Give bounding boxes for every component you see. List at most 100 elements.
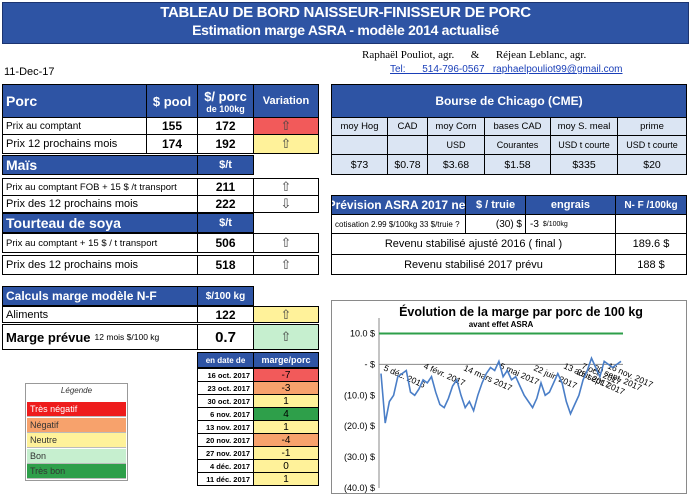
- chicago-col-value: $73: [331, 154, 388, 175]
- history-col-date: en date de: [197, 352, 254, 368]
- title-line1: TABLEAU DE BORD NAISSEUR-FINISSEUR DE PO…: [160, 4, 531, 21]
- soya-row-arrow-icon: ⇧: [253, 255, 319, 275]
- porc-col-pool: $ pool: [146, 84, 198, 118]
- mais-unit: $/t: [197, 155, 254, 175]
- history-row-date: 16 oct. 2017: [197, 368, 254, 382]
- chicago-col-unit: USD t courte: [617, 135, 687, 155]
- porc-row-porc: 192: [197, 134, 254, 154]
- soya-section-title: Tourteau de soya: [2, 213, 198, 233]
- cotisation-truie: (30) $: [465, 214, 526, 234]
- porc-row-variation-arrow-icon: ⇧: [253, 134, 319, 154]
- chicago-col-value: $20: [617, 154, 687, 175]
- report-date: 11-Dec-17: [4, 66, 55, 78]
- porc-col-porc-sub: de 100kg: [206, 103, 245, 114]
- history-row-value: 1: [253, 420, 319, 434]
- marge-unit: $/100 kg: [197, 286, 254, 306]
- mais-row-arrow-icon: ⇧: [253, 178, 319, 196]
- porc-col-porc: $/ porc de 100kg: [197, 84, 254, 118]
- history-row-value: -1: [253, 446, 319, 460]
- legend-item: Neutre: [27, 433, 126, 448]
- soya-row-label: Prix au comptant + 15 $ / t transport: [2, 233, 198, 253]
- prevision-col-engrais: engrais: [525, 195, 616, 215]
- aliments-value: 122: [197, 306, 254, 323]
- soya-row-value: 506: [197, 233, 254, 253]
- soya-unit: $/t: [197, 213, 254, 233]
- mais-row-value: 211: [197, 178, 254, 196]
- rev2017-value: 188 $: [615, 254, 687, 275]
- marge-prevue-arrow-icon: ⇧: [253, 324, 319, 350]
- cotisation-nf-empty: [615, 214, 687, 234]
- porc-row-pool: 155: [146, 117, 198, 135]
- chicago-col-header: bases CAD: [484, 117, 551, 136]
- mais-row-label: Prix des 12 prochains mois: [2, 195, 198, 213]
- chart-ytick-label: 10.0 $: [350, 329, 375, 339]
- chart-ytick-label: - $: [364, 359, 375, 369]
- chart-ytick-label: (20.0) $: [344, 421, 375, 431]
- legend-item: Négatif: [27, 417, 126, 433]
- history-row-date: 23 oct. 2017: [197, 381, 254, 395]
- chart-panel: [331, 300, 687, 494]
- rev2016-value: 189.6 $: [615, 233, 687, 255]
- history-row-value: 0: [253, 459, 319, 473]
- porc-col-variation: Variation: [253, 84, 319, 118]
- chicago-col-unit: [387, 135, 428, 155]
- porc-section-title: Porc: [2, 84, 147, 118]
- chart-subtitle: avant effet ASRA: [469, 320, 534, 329]
- mais-row-label: Prix au comptant FOB + 15 $ /t transport: [2, 178, 198, 196]
- history-row-date: 6 nov. 2017: [197, 407, 254, 421]
- history-col-marge: marge/porc: [253, 352, 319, 368]
- porc-row-variation-arrow-icon: ⇧: [253, 117, 319, 135]
- title-line2: Estimation marge ASRA - modèle 2014 actu…: [192, 22, 499, 38]
- history-row-value: -4: [253, 433, 319, 447]
- chicago-col-unit: USD: [427, 135, 485, 155]
- prevision-col-nf: N- F /100kg: [615, 195, 687, 215]
- history-row-value: 1: [253, 472, 319, 486]
- aliments-label: Aliments: [2, 306, 198, 323]
- chicago-col-header: moy S. meal: [550, 117, 618, 136]
- contact-link[interactable]: Tel: 514-796-0567 raphaelpouliot99@gmail…: [390, 64, 623, 75]
- mais-row-arrow-icon: ⇩: [253, 195, 319, 213]
- marge-prevue-value: 0.7: [197, 324, 254, 350]
- soya-row-value: 518: [197, 255, 254, 275]
- history-row-date: 27 nov. 2017: [197, 446, 254, 460]
- prevision-title: Prévision ASRA 2017 net: [331, 195, 466, 215]
- history-row-date: 11 déc. 2017: [197, 472, 254, 486]
- rev2016-label: Revenu stabilisé ajusté 2016 ( final ): [331, 233, 616, 255]
- margin-series-line: [380, 356, 622, 424]
- chicago-col-unit: USD t courte: [550, 135, 618, 155]
- marge-prevue-sub: 12 mois $/100 kg: [94, 332, 160, 342]
- chart-ytick-label: (30.0) $: [344, 452, 375, 462]
- chicago-col-header: moy Hog: [331, 117, 388, 136]
- porc-row-label: Prix au comptant: [2, 117, 147, 135]
- porc-col-porc-label: $/ porc: [204, 88, 247, 104]
- cotisation-engrais-unit: $/100kg: [542, 220, 568, 228]
- mais-row-value: 222: [197, 195, 254, 213]
- legend-item: Bon: [27, 448, 126, 464]
- chicago-col-value: $3.68: [427, 154, 485, 175]
- title-banner: [2, 2, 689, 44]
- cotisation-engrais: -3 $/100kg: [525, 214, 616, 234]
- history-row-date: 13 nov. 2017: [197, 420, 254, 434]
- legend-item: Très bon: [27, 464, 126, 479]
- history-row-date: 30 oct. 2017: [197, 394, 254, 408]
- chart-ytick-label: (40.0) $: [344, 483, 375, 493]
- history-row-date: 20 nov. 2017: [197, 433, 254, 447]
- marge-prevue-label: Marge prévue: [6, 329, 91, 345]
- cotisation-engrais-value: -3: [530, 218, 539, 230]
- marge-section-title: Calculs marge modèle N-F: [2, 286, 198, 306]
- porc-row-label: Prix 12 prochains mois: [2, 134, 147, 154]
- history-row-value: -7: [253, 368, 319, 382]
- porc-row-pool: 174: [146, 134, 198, 154]
- soya-row-arrow-icon: ⇧: [253, 233, 319, 253]
- legend-title: Légende: [60, 386, 93, 395]
- chicago-col-unit: [331, 135, 388, 155]
- history-row-value: -3: [253, 381, 319, 395]
- prevision-col-truie: $ / truie: [465, 195, 526, 215]
- chart-title: Évolution de la marge par porc de 100 kg: [399, 304, 643, 319]
- legend-item: Très négatif: [27, 402, 126, 417]
- chicago-col-value: $0.78: [387, 154, 428, 175]
- mais-section-title: Maïs: [2, 155, 198, 175]
- chicago-col-header: moy Corn: [427, 117, 485, 136]
- chart-ytick-label: (10.0) $: [344, 390, 375, 400]
- cotisation-label: cotisation 2.99 $/100kg 33 $/truie ?: [331, 214, 466, 234]
